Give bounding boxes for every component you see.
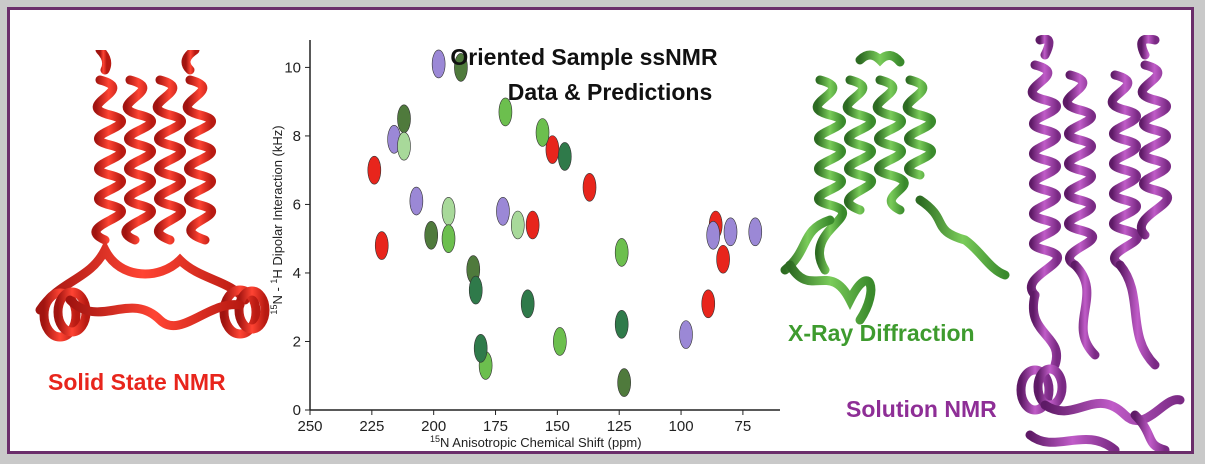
data-point bbox=[441, 196, 456, 226]
data-point bbox=[553, 327, 567, 356]
x-axis-label: 15N Anisotropic Chemical Shift (ppm) bbox=[430, 434, 642, 450]
figure-frame: Solid State NMR 250 225 200 175 150 125 100 75 0… bbox=[7, 7, 1194, 454]
chart-axes: 250 225 200 175 150 125 100 75 0 2 4 6 8 10 bbox=[284, 40, 780, 435]
chart-title-line-1: Oriented Sample ssNMR bbox=[450, 44, 718, 70]
y-tick-label: 0 bbox=[293, 402, 301, 419]
data-point bbox=[701, 289, 716, 319]
data-point bbox=[679, 320, 693, 349]
chart-points bbox=[367, 49, 763, 397]
y-tick-label: 2 bbox=[293, 333, 301, 350]
chart-title-line-2: Data & Predictions bbox=[508, 79, 713, 105]
data-point bbox=[454, 53, 468, 82]
data-point bbox=[510, 210, 525, 240]
data-point bbox=[374, 231, 389, 260]
solution-nmr-label: Solution NMR bbox=[846, 396, 997, 422]
y-tick-label: 6 bbox=[293, 196, 301, 213]
solid-state-nmr-structure bbox=[35, 50, 270, 342]
x-tick-label: 100 bbox=[669, 418, 694, 435]
data-point bbox=[525, 210, 540, 240]
data-point bbox=[498, 97, 513, 127]
data-point bbox=[614, 310, 629, 339]
data-point bbox=[706, 220, 721, 250]
nmr-scatter-chart: 250 225 200 175 150 125 100 75 0 2 4 6 8 10 Oriented … bbox=[269, 40, 780, 450]
data-point bbox=[748, 217, 763, 247]
data-point bbox=[367, 155, 382, 185]
data-point bbox=[473, 334, 488, 363]
xray-diffraction-structure bbox=[780, 50, 1010, 325]
solution-nmr-structure bbox=[1016, 35, 1185, 451]
data-point bbox=[397, 131, 411, 161]
x-tick-label: 200 bbox=[421, 418, 446, 435]
x-tick-label: 175 bbox=[483, 418, 508, 435]
data-point bbox=[557, 142, 572, 171]
solid-state-nmr-label: Solid State NMR bbox=[48, 369, 226, 395]
data-point bbox=[617, 368, 631, 397]
data-point bbox=[424, 220, 439, 250]
x-tick-label: 150 bbox=[545, 418, 570, 435]
xray-diffraction-label: X-Ray Diffraction bbox=[788, 320, 975, 346]
data-point bbox=[716, 244, 730, 274]
y-tick-label: 10 bbox=[284, 59, 301, 76]
data-point bbox=[614, 238, 629, 267]
x-tick-label: 75 bbox=[735, 418, 752, 435]
data-point bbox=[431, 49, 446, 79]
data-point bbox=[468, 275, 483, 305]
data-point bbox=[496, 196, 510, 226]
data-point bbox=[409, 186, 424, 216]
data-point bbox=[397, 104, 411, 134]
data-point bbox=[441, 224, 456, 254]
x-tick-label: 125 bbox=[607, 418, 632, 435]
y-tick-label: 8 bbox=[293, 128, 301, 145]
data-point bbox=[535, 118, 550, 147]
y-axis-label: 15N - 1H Dipolar Interaction (kHz) bbox=[269, 125, 285, 314]
x-tick-label: 225 bbox=[359, 418, 384, 435]
data-point bbox=[723, 217, 738, 247]
data-point bbox=[520, 289, 535, 319]
data-point bbox=[582, 173, 597, 202]
y-tick-label: 4 bbox=[293, 265, 301, 282]
x-tick-label: 250 bbox=[297, 418, 322, 435]
